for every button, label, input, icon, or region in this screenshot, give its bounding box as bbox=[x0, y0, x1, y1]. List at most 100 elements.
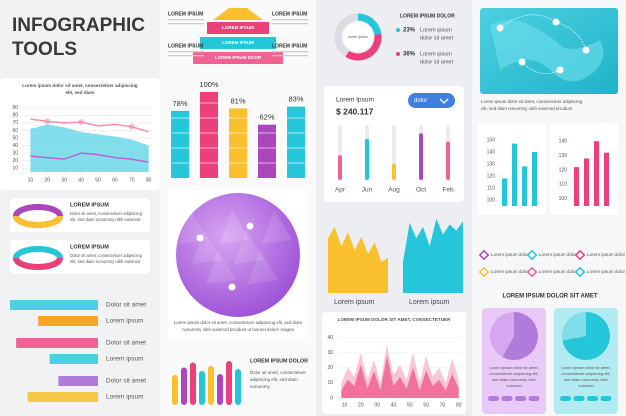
label: sed diam nonummy nibh bbox=[564, 377, 608, 382]
y-tick-label: 120 bbox=[487, 173, 496, 179]
value-label: 23% bbox=[403, 28, 416, 34]
pie-slice bbox=[490, 312, 514, 358]
y-tick-label: 60 bbox=[12, 128, 18, 134]
label: LOREM IPSUM bbox=[272, 11, 307, 17]
point bbox=[78, 119, 85, 126]
label: LOREM IPSUM bbox=[168, 43, 203, 49]
pill bbox=[501, 396, 513, 401]
x-tick-label: Jun bbox=[362, 187, 373, 194]
x-tick-label: 40 bbox=[78, 177, 84, 183]
globe-facet bbox=[220, 210, 250, 244]
map-land bbox=[490, 20, 604, 82]
dropdown[interactable] bbox=[408, 93, 455, 108]
bar bbox=[58, 376, 98, 386]
donut-segment bbox=[345, 34, 382, 61]
y-tick-label: 100 bbox=[559, 196, 568, 202]
bar bbox=[594, 141, 599, 206]
label: sed diam nonummy nibh bbox=[492, 377, 536, 382]
label: Lorem ipsum bbox=[409, 299, 450, 306]
label: euismod bbox=[506, 383, 521, 388]
text-line bbox=[272, 55, 308, 57]
bar bbox=[226, 361, 232, 405]
globe-facet bbox=[248, 250, 278, 284]
label: Lorem ipsum bbox=[420, 51, 452, 57]
ring-icon bbox=[13, 215, 63, 228]
legend-icon bbox=[478, 266, 490, 278]
label: Lorem ipsum bbox=[420, 27, 452, 33]
label: elit, sed diam nonummy nibh euismod bbox=[70, 217, 141, 222]
bar bbox=[584, 158, 589, 206]
label: consectetuer adipiscing elit, bbox=[489, 371, 538, 376]
pyramid-tier bbox=[207, 22, 269, 34]
y-tick-label: 20 bbox=[12, 158, 18, 164]
globe-facet bbox=[192, 230, 222, 264]
legend-label: Lorem ipsum dolor bbox=[587, 252, 626, 257]
x-tick-label: 70 bbox=[129, 177, 135, 183]
pill bbox=[560, 396, 571, 401]
legend-label: Lorem ipsum dolor bbox=[491, 269, 530, 274]
value-label: 100% bbox=[199, 80, 219, 89]
y-tick-label: 10 bbox=[327, 380, 333, 386]
label: adipiscing elit, sed diam bbox=[250, 377, 298, 382]
bar bbox=[10, 300, 98, 310]
point bbox=[44, 118, 51, 125]
bar bbox=[502, 178, 507, 206]
ring-icon bbox=[13, 257, 63, 270]
x-tick-label: 80 bbox=[456, 402, 462, 408]
bar bbox=[258, 124, 276, 178]
text-line bbox=[272, 19, 308, 21]
legend-dot bbox=[396, 52, 400, 56]
y-tick-label: 20 bbox=[327, 365, 333, 371]
bar bbox=[365, 138, 369, 180]
legend-label: Lorem ipsum dolor bbox=[491, 252, 530, 257]
label: Dolor sit amet, consectetuer adipiscing bbox=[70, 211, 143, 216]
label: dolor bbox=[414, 98, 427, 104]
pyramid-tier bbox=[193, 52, 283, 64]
x-tick-label: 20 bbox=[45, 177, 51, 183]
map-pin bbox=[556, 66, 564, 74]
pie-slice bbox=[502, 312, 538, 360]
text-line bbox=[272, 23, 308, 25]
bar bbox=[446, 141, 450, 180]
label: Lorem ipsum dolor sit amet, bbox=[489, 365, 538, 370]
text-line bbox=[272, 51, 308, 53]
point bbox=[128, 123, 135, 130]
bar bbox=[229, 108, 247, 178]
label: Lorem Ipsum bbox=[336, 97, 374, 104]
label: elit, sed diam nonummy nibh euismod tinc… bbox=[481, 106, 573, 111]
y-tick-label: 10 bbox=[12, 166, 18, 172]
x-tick-label: 50 bbox=[407, 402, 413, 408]
bar-label: Lorem ipsum bbox=[106, 356, 144, 363]
y-tick-label: 130 bbox=[487, 161, 496, 167]
bar bbox=[171, 110, 189, 178]
bar bbox=[208, 366, 214, 405]
legend-label: Lorem ipsum dolor bbox=[587, 269, 626, 274]
pill bbox=[488, 396, 499, 401]
bar bbox=[532, 152, 537, 206]
label: Dolor sit amet, consectetuer adipiscing bbox=[70, 253, 143, 258]
globe-dot bbox=[246, 222, 254, 230]
x-tick-label: 10 bbox=[28, 177, 34, 183]
y-tick-label: 40 bbox=[12, 143, 18, 149]
label: LOREM IPSUM bbox=[70, 244, 109, 250]
map-route bbox=[499, 14, 587, 74]
label: elit, sed diam bbox=[65, 90, 94, 95]
value-label: 36% bbox=[403, 52, 416, 58]
label: $ 240.117 bbox=[336, 106, 374, 116]
x-tick-label: 60 bbox=[423, 402, 429, 408]
globe-facet bbox=[262, 210, 292, 244]
bar bbox=[172, 375, 178, 405]
globe-dot bbox=[196, 234, 204, 242]
pill bbox=[587, 396, 598, 401]
legend-icon bbox=[526, 249, 538, 261]
title: INFOGRAPHIC bbox=[12, 15, 145, 36]
value-label: 81% bbox=[230, 96, 245, 105]
bar bbox=[16, 338, 98, 348]
bar bbox=[522, 166, 527, 206]
x-tick-label: 50 bbox=[95, 177, 101, 183]
legend-icon bbox=[574, 266, 586, 278]
label: LOREM IPSUM DOLOR bbox=[250, 358, 308, 364]
bar bbox=[287, 106, 305, 178]
dropdown-arrow bbox=[439, 98, 449, 104]
